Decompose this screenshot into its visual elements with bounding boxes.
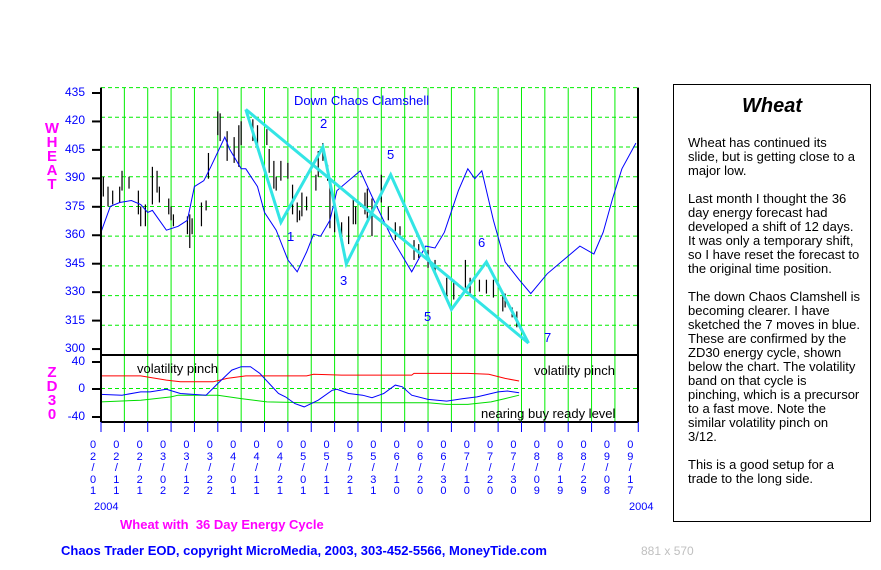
x-tick-label: 0 6 / 2 0 [416,439,424,497]
wave-label: 7 [544,330,552,345]
axes [92,87,639,432]
clamshell-zigzag [244,108,530,344]
x-tick-label: 0 9 / 1 7 [627,439,634,497]
y-tick-label: 435 [64,85,85,99]
x-tick-label: 0 7 / 2 0 [487,439,494,497]
zd30-tick-label: 40 [71,354,85,368]
annotation-buy-ready: nearing buy ready level [481,406,616,421]
wave-label: 2 [320,116,328,131]
x-tick-label: 0 2 / 2 1 [136,439,143,497]
panel-paragraph: The down Chaos Clamshell is becoming cle… [688,289,860,444]
x-tick-label: 0 8 / 2 9 [580,439,587,497]
panel-paragraph: Wheat has continued its slide, but is ge… [688,135,855,178]
price-bars [102,111,518,328]
zd30-upper-band [101,372,520,383]
energy-forecast-line [100,135,637,295]
y-tick-label: 330 [64,284,85,299]
x-tick-label: 0 7 / 3 0 [510,439,517,497]
x-tick-label: 0 5 / 3 1 [370,439,377,497]
clamshell-title: Down Chaos Clamshell [294,93,430,108]
x-tick-label: 0 2 / 1 1 [113,439,120,497]
wave-label: 5 [387,147,395,162]
x-tick-label: 0 7 / 1 0 [463,439,470,497]
annotation-volatility-pinch-left: volatility pinch [137,361,218,376]
series-lines [100,108,637,408]
year-label-right: 2004 [629,501,654,513]
x-tick-label: 0 2 / 0 1 [89,439,97,497]
panel-paragraph: Last month I thought the 36 day energy f… [688,191,860,276]
y-tick-label: 360 [64,227,85,242]
y-tick-label: 315 [64,312,85,327]
footer-credit: Chaos Trader EOD, copyright MicroMedia, … [61,543,547,558]
y-tick-label: 300 [64,341,85,356]
chart-title: Wheat with 36 Day Energy Cycle [120,517,324,532]
x-tick-label: 0 3 / 2 2 [206,439,213,497]
wave-label: 1 [287,229,295,244]
y-tick-label: 420 [64,113,85,128]
commentary-panel: Wheat Wheat has continued its slide, but… [673,84,871,522]
x-tick-label: 0 3 / 1 2 [183,439,190,497]
x-tick-label: 0 8 / 1 9 [557,439,564,497]
wave-label: 6 [478,235,486,250]
zd30-energy-cycle [100,366,520,408]
x-tick-label: 0 9 / 0 8 [603,439,610,497]
x-tick-label: 0 6 / 1 0 [393,439,400,497]
x-tick-label: 0 4 / 2 1 [276,439,283,497]
x-tick-label: 0 4 / 1 1 [253,439,260,497]
panel-paragraph: This is a good setup for a trade to the … [688,457,834,486]
wave-label: 5 [424,309,432,324]
panel-title: Wheat [742,95,802,117]
year-label-left: 2004 [94,501,119,513]
x-tick-label: 0 6 / 3 0 [440,439,447,497]
zd30-tick-label: 0 [78,381,85,395]
x-tick-label: 0 5 / 2 1 [346,439,354,497]
y-tick-label: 345 [64,255,85,270]
x-tick-label: 0 5 / 1 1 [323,439,330,497]
x-tick-label: 0 4 / 0 1 [230,439,237,497]
annotation-volatility-pinch-right: volatility pinch [534,363,615,378]
x-tick-label: 0 3 / 0 2 [160,439,167,497]
zd30-tick-label: -40 [67,409,85,423]
y-tick-label: 375 [64,198,85,213]
image-size-label: 881 x 570 [641,544,694,558]
x-tick-label: 0 5 / 0 1 [300,439,307,497]
clamshell-upper-line [244,108,530,345]
x-tick-label: 0 8 / 0 9 [533,439,540,497]
zd30-lower-band [100,394,520,405]
y-tick-label: 390 [64,170,85,185]
y-tick-label: 405 [64,141,85,156]
wave-label: 3 [340,273,348,288]
